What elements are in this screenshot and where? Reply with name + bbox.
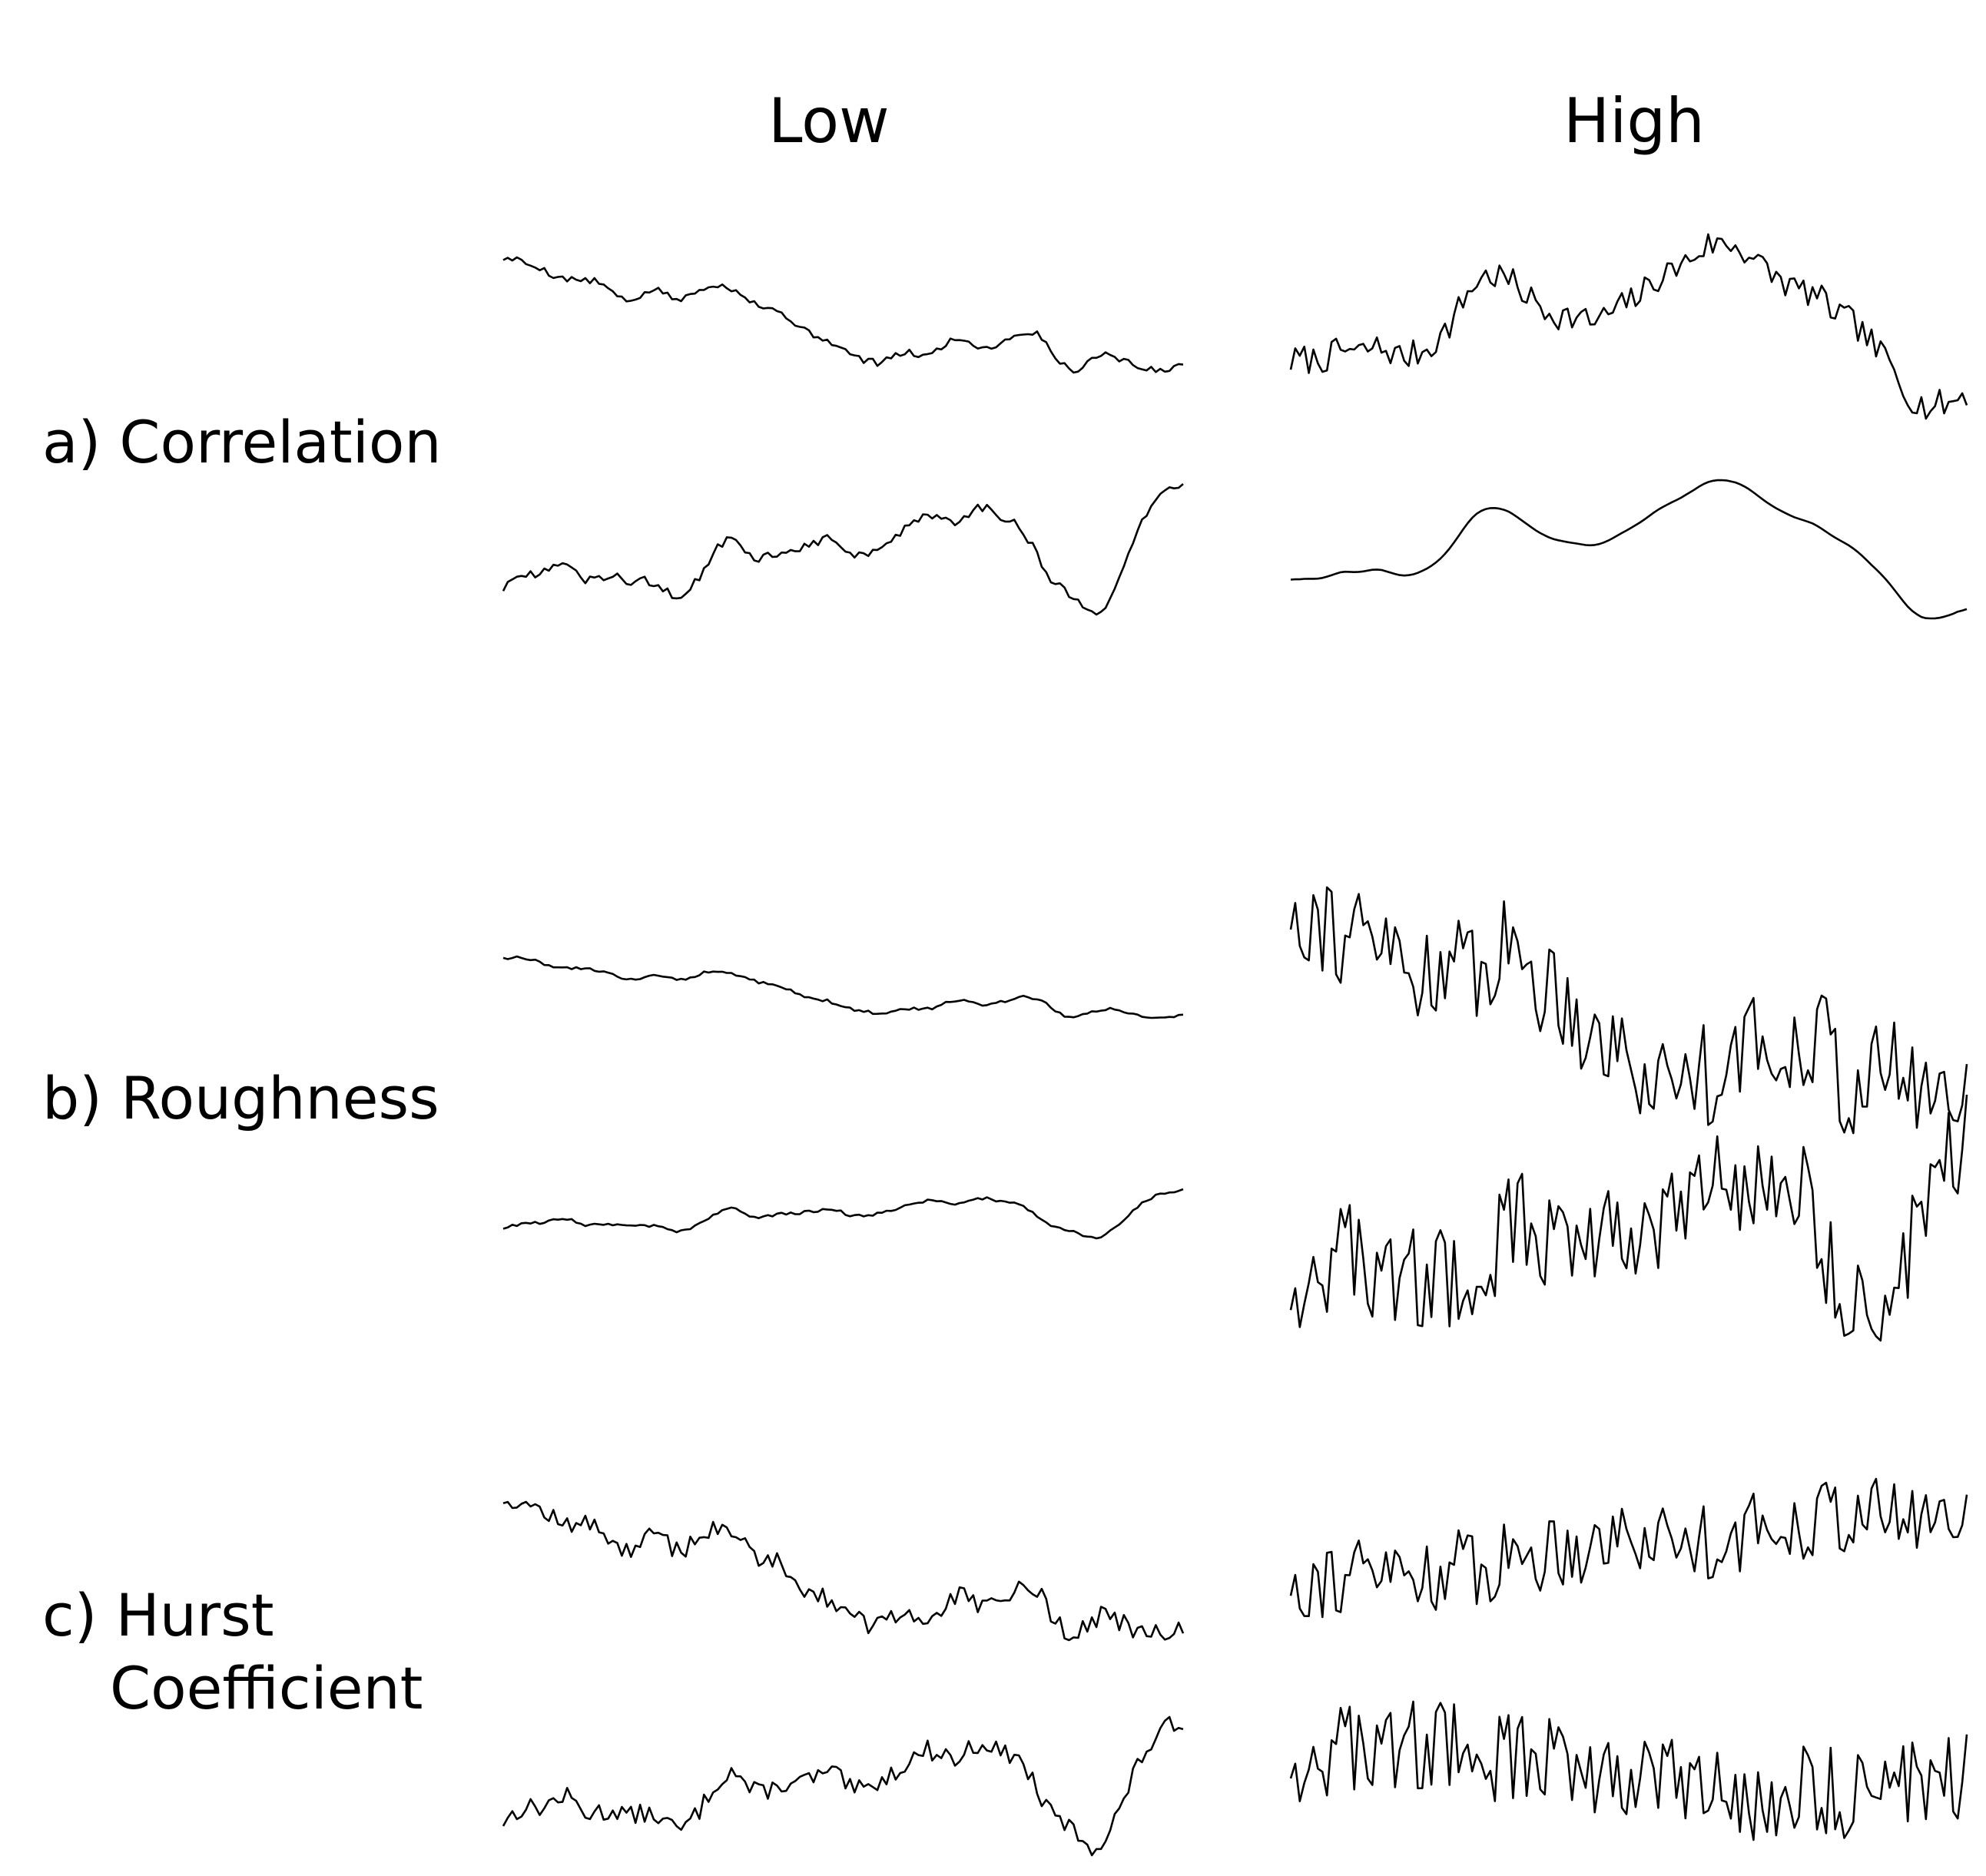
trace-a-low-top [502, 256, 1184, 374]
trace-c-low-bottom [502, 1715, 1184, 1857]
row-label-hurst: c) Hurst Coefficient [42, 1579, 423, 1725]
trace-a-high-top [1289, 233, 1968, 420]
low-column-traces [502, 256, 1185, 1857]
row-label-correlation: a) Correlation [42, 406, 441, 479]
trace-b-high-bottom [1289, 1094, 1968, 1342]
row-title-hurst-line2: Coefficient [110, 1654, 423, 1722]
high-column-traces [1289, 233, 1968, 1841]
row-title-correlation: Correlation [119, 408, 442, 476]
row-title-roughness: Roughness [121, 1064, 439, 1132]
row-marker-a: a) [42, 408, 101, 476]
trace-a-high-bottom [1290, 479, 1968, 620]
trace-c-low-top [502, 1500, 1185, 1642]
column-header-low: Low [768, 85, 890, 157]
row-title-hurst: Hurst [115, 1581, 274, 1649]
trace-c-high-top [1289, 1477, 1968, 1619]
trace-b-high-top [1289, 886, 1968, 1135]
column-header-high: High [1563, 85, 1705, 157]
row-marker-b: b) [42, 1064, 102, 1132]
row-marker-c: c) [42, 1581, 98, 1649]
trace-b-low-top [502, 955, 1184, 1019]
row-label-roughness: b) Roughness [42, 1062, 439, 1135]
trace-b-low-bottom [502, 1188, 1184, 1240]
trace-a-low-bottom [502, 483, 1184, 616]
trace-c-high-bottom [1289, 1700, 1968, 1841]
